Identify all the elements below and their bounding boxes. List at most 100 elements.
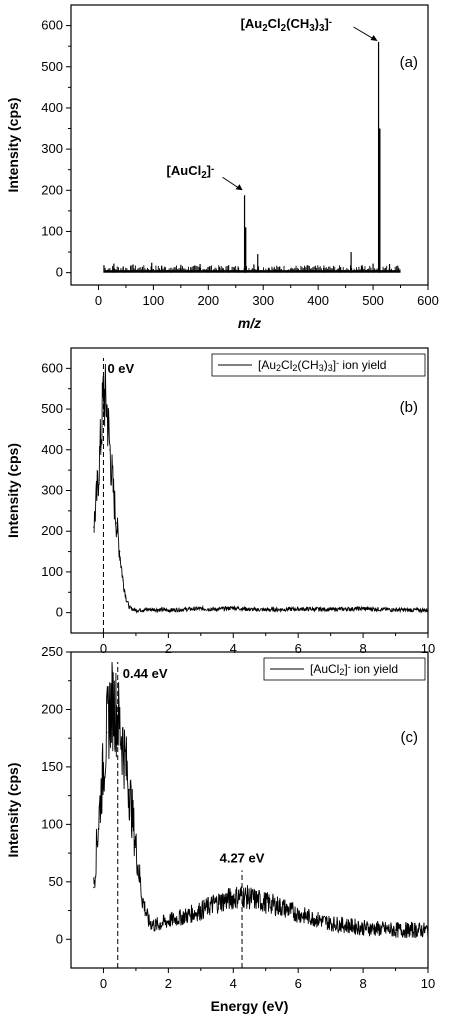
peak-label-au2cl2-part: ] — [324, 16, 328, 31]
x-tick-label: 2 — [165, 641, 172, 656]
y-tick-label: 0 — [56, 265, 63, 280]
series-line — [93, 364, 429, 614]
peak-label-aucl2-part: - — [211, 164, 214, 175]
y-tick-label: 500 — [41, 59, 63, 74]
x-tick-label: 8 — [359, 641, 366, 656]
legend-label-part: 2 — [339, 667, 344, 677]
peak-arrowhead — [370, 35, 378, 42]
data-point — [99, 800, 101, 802]
legend-label-part: Cl — [281, 358, 292, 372]
y-axis-label: Intensity (cps) — [5, 443, 21, 538]
legend-label: [Au2Cl2(CH3)3]- ion yield — [258, 358, 386, 373]
x-axis-label: m/z — [238, 315, 261, 331]
peak-label-aucl2-part: [AuCl — [167, 163, 202, 178]
data-point — [216, 608, 218, 610]
data-point — [167, 920, 169, 922]
peak-label-au2cl2-part: 2 — [262, 23, 268, 34]
legend-label-part: ion yield — [339, 358, 386, 372]
legend-label-part: (CH — [297, 358, 318, 372]
x-tick-label: 400 — [307, 293, 329, 308]
legend-label-part: [AuCl — [310, 662, 339, 676]
energy-annotation: 0.44 eV — [123, 666, 168, 681]
data-point — [119, 550, 121, 553]
data-point — [161, 922, 163, 924]
y-axis-label: Intensity (cps) — [5, 763, 21, 858]
data-point — [128, 789, 131, 791]
data-point — [427, 609, 429, 611]
x-tick-label: 6 — [295, 976, 302, 991]
legend-label-part: - — [348, 662, 351, 672]
data-point — [394, 609, 397, 611]
data-point — [135, 846, 137, 848]
legend-label-part: ion yield — [351, 662, 398, 676]
x-tick-label: 6 — [295, 641, 302, 656]
plot-frame — [70, 4, 429, 286]
legend-label-part: 2 — [276, 363, 281, 373]
data-point — [93, 526, 95, 528]
legend-box — [211, 353, 426, 377]
y-axis-label: Intensity (cps) — [5, 98, 21, 193]
data-point — [265, 901, 267, 904]
data-point — [330, 922, 332, 924]
y-tick-label: 50 — [49, 874, 63, 889]
x-tick-label: 100 — [143, 293, 165, 308]
y-tick-label: 150 — [41, 759, 63, 774]
x-tick-label: 8 — [359, 976, 366, 991]
peak-arrowhead — [235, 184, 243, 191]
energy-annotation: 4.27 eV — [220, 850, 265, 865]
data-point — [183, 915, 186, 917]
legend-label-part: ] — [344, 662, 347, 676]
x-tick-label: 10 — [421, 976, 435, 991]
data-point — [232, 607, 234, 609]
peak-label-au2cl2-part: [Au — [241, 16, 263, 31]
x-tick-label: 0 — [95, 293, 102, 308]
x-tick-label: 4 — [230, 976, 237, 991]
data-point — [125, 597, 127, 599]
data-point — [200, 909, 202, 912]
data-point — [427, 929, 429, 931]
data-point — [313, 917, 316, 920]
y-tick-label: 400 — [41, 442, 63, 457]
data-point — [151, 608, 153, 610]
data-point — [109, 449, 111, 451]
x-tick-label: 200 — [197, 293, 219, 308]
data-point — [394, 929, 397, 931]
peak-label-au2cl2-part: (CH — [286, 16, 309, 31]
data-point — [248, 897, 251, 899]
peak-label-aucl2-part: 2 — [201, 170, 207, 181]
y-tick-label: 600 — [41, 360, 63, 375]
data-point — [122, 743, 124, 745]
energy-annotation: 0 eV — [107, 361, 134, 376]
y-tick-label: 200 — [41, 523, 63, 538]
data-point — [122, 579, 124, 581]
data-point — [135, 609, 137, 611]
data-point — [93, 886, 95, 889]
data-point — [112, 703, 114, 705]
legend-label-part: - — [336, 358, 339, 368]
y-tick-label: 200 — [41, 701, 63, 716]
data-point — [106, 731, 108, 734]
data-point — [232, 897, 234, 899]
data-point — [281, 906, 283, 908]
data-point — [216, 901, 218, 904]
data-point — [96, 493, 98, 496]
legend-label: [AuCl2]- ion yield — [310, 662, 398, 677]
data-point — [112, 489, 114, 492]
series-line — [93, 661, 429, 938]
y-tick-label: 100 — [41, 564, 63, 579]
x-tick-label: 2 — [165, 976, 172, 991]
x-tick-label: 600 — [417, 293, 439, 308]
y-tick-label: 0 — [56, 931, 63, 946]
x-tick-label: 4 — [230, 641, 237, 656]
peak-label-au2cl2-part: 3 — [309, 23, 315, 34]
plot-frame — [70, 651, 429, 969]
peak-label-au2cl2-part: - — [329, 17, 332, 28]
peak-label-au2cl2-part: Cl — [268, 16, 281, 31]
legend-label-part: [Au — [258, 358, 276, 372]
data-point — [248, 608, 251, 610]
data-point — [362, 927, 364, 929]
data-point — [167, 609, 169, 611]
peak-label-au2cl2: [Au2Cl2(CH3)3]- — [241, 16, 332, 34]
panel-label: (c) — [401, 729, 419, 746]
